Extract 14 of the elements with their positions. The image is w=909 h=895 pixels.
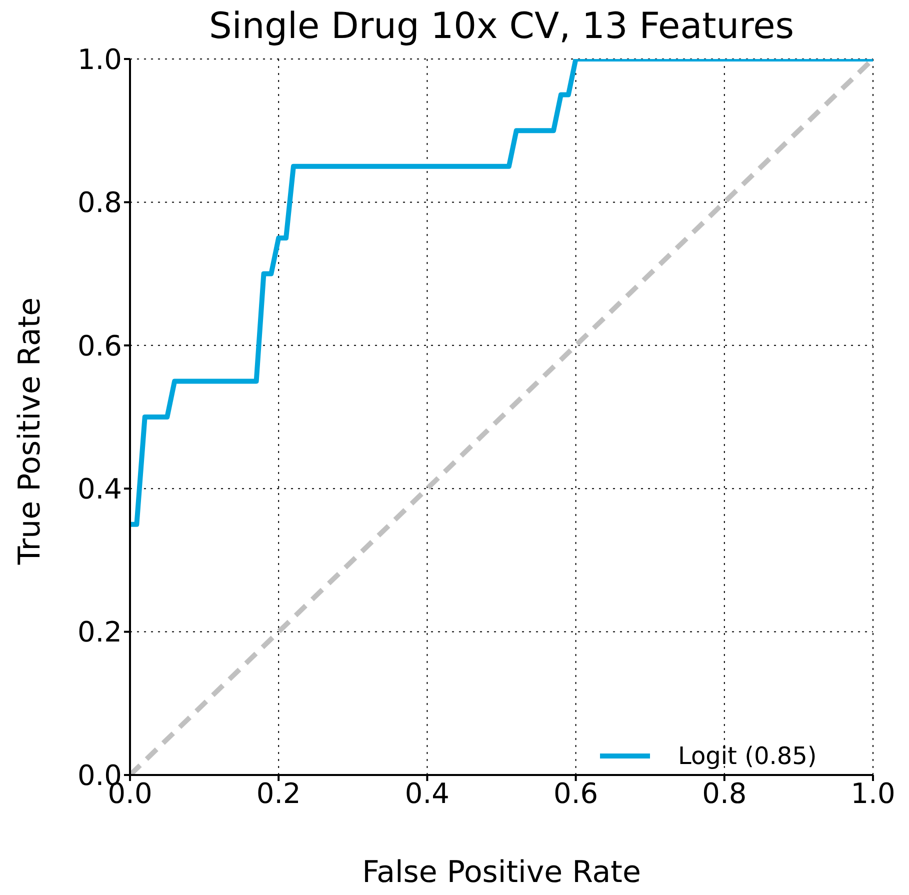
x-axis-title: False Positive Rate — [361, 855, 642, 890]
legend-label: Logit (0.85) — [678, 742, 817, 770]
x-tick-label: 1.0 — [850, 776, 896, 810]
y-axis-title: True Positive Rate — [12, 297, 48, 565]
y-tick-label: 0.4 — [77, 472, 122, 506]
x-tick-label: 0.8 — [702, 776, 747, 810]
y-tick-label: 0.2 — [77, 616, 122, 649]
chart-title: Single Drug 10x CV, 13 Features — [208, 6, 795, 47]
y-tick-label: 0.8 — [77, 186, 122, 220]
x-tick-label: 0.4 — [404, 776, 450, 810]
x-tick-label: 0.2 — [256, 776, 301, 810]
y-tick-label: 0.6 — [77, 329, 122, 362]
x-tick-label: 0.6 — [554, 776, 598, 810]
y-tick-label: 1.0 — [77, 42, 122, 76]
